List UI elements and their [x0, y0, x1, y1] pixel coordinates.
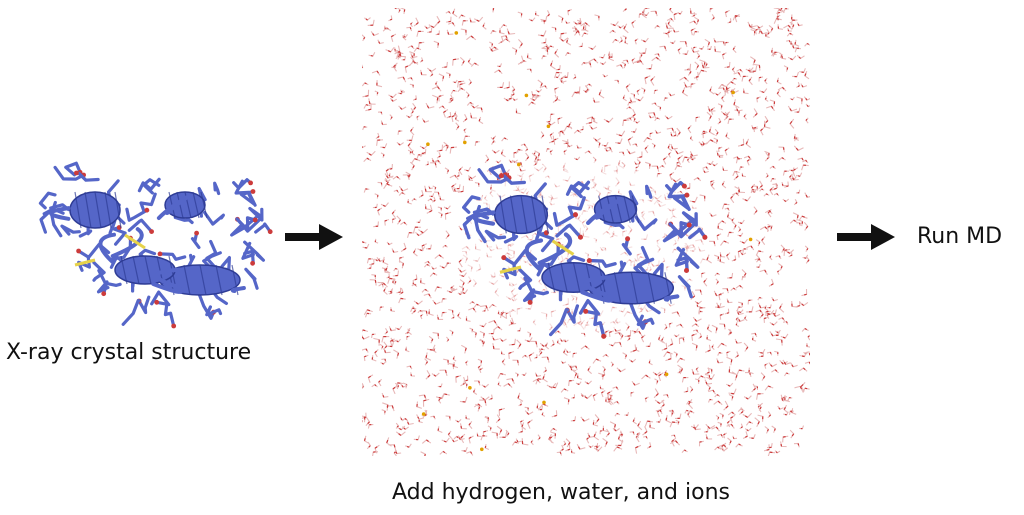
right-arrow-icon — [837, 224, 895, 250]
crystal-structure-image — [37, 158, 273, 329]
solvation-label: Add hydrogen, water, and ions — [392, 480, 730, 505]
crystal-structure-label: X-ray crystal structure — [6, 340, 252, 365]
run-md-label: Run MD — [917, 224, 1003, 249]
ion-atoms — [421, 31, 753, 452]
solvated-protein — [460, 159, 708, 339]
solvated-system-image — [362, 8, 810, 456]
right-arrow-icon — [285, 224, 343, 250]
